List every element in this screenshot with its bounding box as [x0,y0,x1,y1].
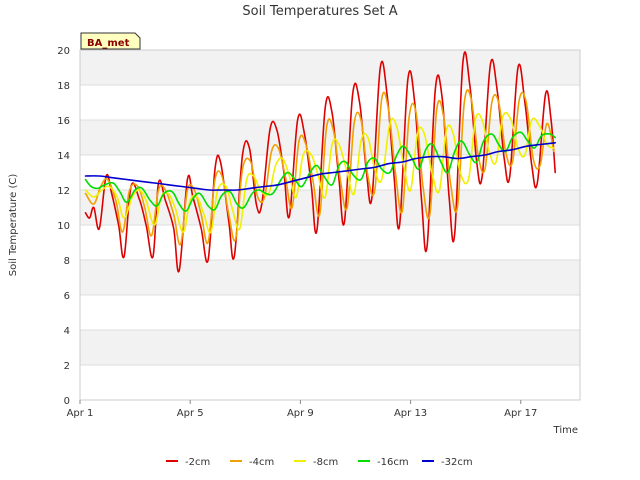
chart-title: Soil Temperatures Set A [242,4,397,19]
x-axis-label: Time [553,425,578,436]
background-band [80,260,580,295]
series-layer [84,51,556,273]
legend-item: -16cm [358,457,409,468]
legend-item: -8cm [294,457,338,468]
legend-item: -32cm [422,457,473,468]
y-tick-label: 10 [57,221,70,232]
legend-label: -8cm [313,457,338,468]
legend-label: -32cm [441,457,473,468]
x-tick-label: Apr 9 [287,408,314,419]
legend-item: -4cm [230,457,274,468]
series-line-8cm [84,111,555,234]
y-axis-label: Soil Temperature (C) [8,174,19,277]
plot-border [79,49,581,401]
x-tick-label: Apr 17 [504,408,537,419]
y-tick-label: 14 [57,151,70,162]
series-line-16cm [84,131,556,212]
y-tick-label: 16 [57,116,70,127]
background-band [80,190,580,225]
background-band [80,120,580,155]
y-tick-label: 12 [57,186,70,197]
legend: -2cm -4cm -8cm -16cm -32cm [166,457,473,468]
x-tick-label: Apr 5 [177,408,204,419]
site-badge: BA_met [80,32,141,50]
x-axis-ticks: Apr 1 Apr 5 Apr 9 Apr 13 Apr 17 [67,400,537,419]
y-tick-label: 8 [64,256,70,267]
y-axis-ticks: 0 2 4 6 8 10 12 14 16 18 20 [57,46,70,407]
background-band [80,50,580,85]
y-tick-label: 2 [64,361,70,372]
y-tick-label: 6 [64,291,70,302]
site-badge-shape [80,32,141,50]
site-badge-label: BA_met [87,38,130,49]
legend-label: -16cm [377,457,409,468]
legend-label: -4cm [249,457,274,468]
series-line-32cm [84,142,556,191]
x-tick-label: Apr 13 [394,408,427,419]
y-tick-label: 18 [57,81,70,92]
x-tick-label: Apr 1 [67,408,94,419]
legend-item: -2cm [166,457,210,468]
y-tick-label: 0 [64,396,70,407]
y-tick-label: 4 [64,326,70,337]
background-bands [80,50,580,365]
y-tick-label: 20 [57,46,70,57]
legend-label: -2cm [185,457,210,468]
background-band [80,330,580,365]
series-line-4cm [84,89,555,246]
